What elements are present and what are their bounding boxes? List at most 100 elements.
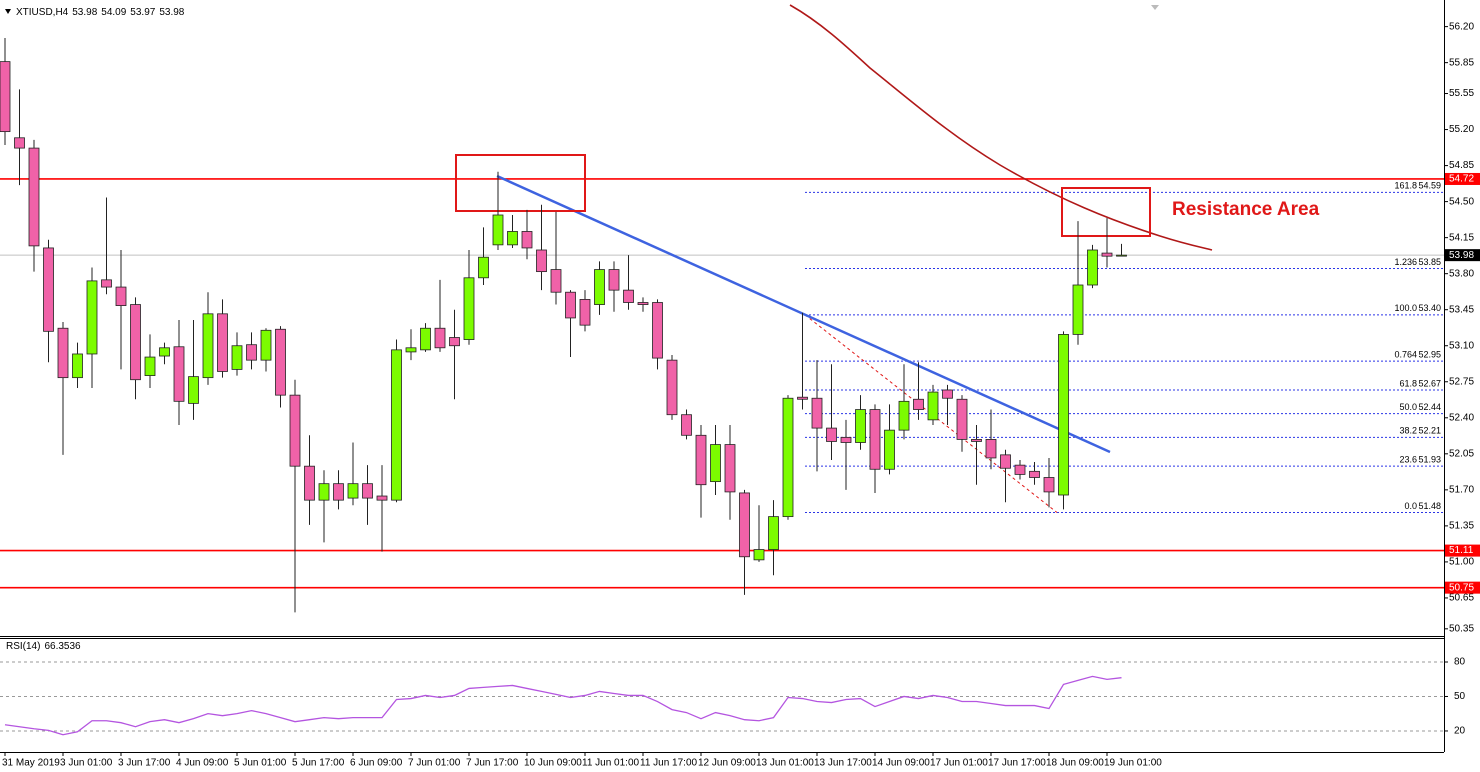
candle-body bbox=[739, 492, 750, 558]
y-tick-label: 53.45 bbox=[1449, 304, 1474, 315]
candle-body bbox=[260, 329, 272, 361]
candle-body bbox=[86, 280, 98, 355]
fib-price: 54.59 bbox=[1418, 181, 1441, 191]
fib-price: 53.85 bbox=[1418, 257, 1441, 267]
y-tick-label: 55.20 bbox=[1449, 124, 1474, 135]
candle-body bbox=[173, 346, 185, 402]
x-tick-label: 10 Jun 09:00 bbox=[524, 758, 582, 769]
candle-body bbox=[0, 61, 11, 133]
fib-ratio: 100.0 bbox=[1394, 303, 1417, 313]
y-tick-label: 54.85 bbox=[1449, 160, 1474, 171]
x-tick-label: 18 Jun 09:00 bbox=[1046, 758, 1104, 769]
candle-body bbox=[811, 397, 823, 429]
highlight-box bbox=[1061, 187, 1151, 237]
rsi-title: RSI(14) bbox=[6, 641, 40, 652]
candle-body bbox=[507, 231, 518, 246]
candle-body bbox=[1116, 254, 1127, 257]
candle-body bbox=[333, 483, 344, 501]
price-label-box bbox=[1445, 544, 1480, 557]
y-tick-label: 54.15 bbox=[1449, 232, 1474, 243]
candle-body bbox=[579, 299, 591, 326]
candle-body bbox=[768, 516, 779, 550]
candle-body bbox=[101, 279, 112, 288]
y-tick-label: 53.80 bbox=[1449, 268, 1474, 279]
candle-body bbox=[188, 376, 199, 404]
fib-price: 52.44 bbox=[1418, 402, 1441, 412]
open-value: 53.98 bbox=[72, 7, 97, 18]
fib-ratio: 23.6 bbox=[1399, 455, 1417, 465]
candle-body bbox=[521, 231, 533, 249]
rsi-line bbox=[4, 675, 1122, 736]
candle-body bbox=[72, 353, 83, 379]
trend-line bbox=[496, 174, 1111, 454]
y-tick-label: 52.40 bbox=[1449, 412, 1474, 423]
x-tick-label: 6 Jun 09:00 bbox=[350, 758, 403, 769]
candle-body bbox=[985, 439, 997, 459]
candle-body bbox=[14, 137, 25, 149]
candle-body bbox=[1101, 252, 1113, 257]
candle-body bbox=[666, 359, 678, 416]
fib-ratio: 38.2 bbox=[1399, 426, 1417, 436]
fib-price: 51.48 bbox=[1418, 501, 1441, 511]
x-tick-label: 4 Jun 09:00 bbox=[176, 758, 229, 769]
price-label: 50.75 bbox=[1449, 582, 1474, 593]
price-label-box bbox=[1445, 249, 1480, 262]
fib-ratio: 161.8 bbox=[1394, 181, 1417, 191]
x-tick-label: 7 Jun 01:00 bbox=[408, 758, 461, 769]
candle-body bbox=[623, 289, 634, 303]
candle-body bbox=[608, 269, 620, 291]
candle-body bbox=[420, 327, 431, 351]
shift-marker bbox=[1151, 5, 1159, 10]
candle-body bbox=[869, 409, 881, 470]
fib-base-line bbox=[804, 314, 1058, 513]
candle-body bbox=[840, 436, 852, 443]
y-tick-label: 51.70 bbox=[1449, 484, 1474, 495]
candle-body bbox=[536, 249, 547, 273]
y-tick-label: 56.20 bbox=[1449, 21, 1474, 32]
x-tick-label: 5 Jun 01:00 bbox=[234, 758, 287, 769]
candle-body bbox=[1072, 284, 1084, 335]
candle-body bbox=[43, 247, 54, 332]
candle-body bbox=[710, 444, 721, 483]
y-tick-label: 54.50 bbox=[1449, 196, 1474, 207]
candle-body bbox=[884, 429, 895, 470]
y-tick-label: 50.65 bbox=[1449, 593, 1474, 604]
candle-body bbox=[478, 256, 489, 279]
fib-ratio: 1.236 bbox=[1394, 257, 1417, 267]
price-label: 53.98 bbox=[1449, 250, 1474, 261]
x-tick-label: 17 Jun 01:00 bbox=[930, 758, 988, 769]
candle-body bbox=[1000, 454, 1011, 469]
x-tick-label: 13 Jun 17:00 bbox=[814, 758, 872, 769]
fib-ratio: 0.764 bbox=[1394, 350, 1417, 360]
price-label-box bbox=[1445, 581, 1480, 594]
candle-body bbox=[347, 483, 359, 499]
annotation: Resistance Area bbox=[1172, 199, 1320, 220]
candle-body bbox=[405, 347, 417, 353]
price-label: 51.11 bbox=[1449, 545, 1474, 556]
candle-body bbox=[782, 397, 794, 518]
candle-body bbox=[695, 434, 707, 486]
candle-body bbox=[724, 444, 736, 493]
candle-body bbox=[1029, 470, 1040, 478]
y-tick-label: 55.55 bbox=[1449, 88, 1474, 99]
price-label: 54.72 bbox=[1449, 174, 1474, 185]
y-tick-label: 55.85 bbox=[1449, 57, 1474, 68]
candle-body bbox=[942, 389, 953, 399]
fib-ratio: 0.0 bbox=[1404, 501, 1417, 511]
price-label-box bbox=[1445, 172, 1480, 185]
fib-ratio: 61.8 bbox=[1399, 378, 1417, 388]
candle-body bbox=[318, 483, 330, 501]
candle-body bbox=[275, 328, 286, 396]
candle-body bbox=[28, 147, 40, 247]
candle-body bbox=[913, 398, 924, 410]
header-icon bbox=[5, 9, 11, 14]
x-tick-label: 17 Jun 17:00 bbox=[988, 758, 1046, 769]
x-tick-label: 3 Jun 17:00 bbox=[118, 758, 171, 769]
x-tick-label: 12 Jun 09:00 bbox=[698, 758, 756, 769]
highlight-box bbox=[455, 154, 586, 212]
candle-body bbox=[362, 483, 373, 499]
rsi-tick-label: 80 bbox=[1454, 657, 1466, 668]
candle-body bbox=[159, 347, 170, 357]
